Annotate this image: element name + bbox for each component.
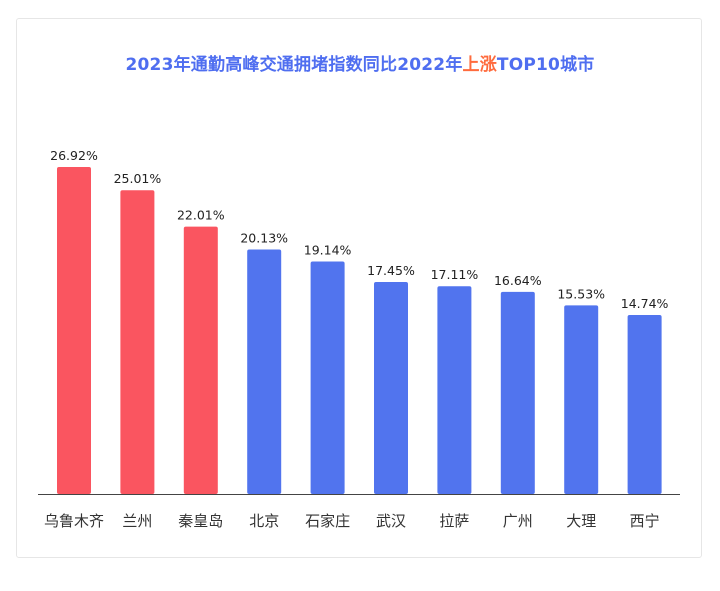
value-label-7: 16.64% (494, 273, 542, 288)
category-label-1: 兰州 (122, 512, 152, 530)
value-label-3: 20.13% (240, 231, 288, 246)
bar-9 (627, 315, 662, 494)
value-label-0: 26.92% (50, 148, 98, 163)
category-label-2: 秦皇岛 (178, 512, 223, 530)
category-label-6: 拉萨 (439, 512, 469, 530)
value-label-9: 14.74% (621, 296, 669, 311)
value-label-4: 19.14% (304, 243, 352, 258)
category-label-0: 乌鲁木齐 (44, 512, 104, 530)
bar-4 (310, 261, 345, 494)
bar-8 (564, 305, 599, 494)
title-highlight: 上涨 (462, 55, 497, 75)
value-label-6: 17.11% (431, 267, 479, 282)
bar-6 (437, 286, 472, 494)
chart-title: 2023年通勤高峰交通拥堵指数同比2022年上涨TOP10城市 (0, 50, 720, 75)
category-label-9: 西宁 (630, 512, 660, 530)
bar-0 (57, 167, 91, 494)
category-label-7: 广州 (503, 512, 533, 530)
value-label-1: 25.01% (114, 171, 162, 186)
value-label-2: 22.01% (177, 208, 225, 223)
title-part-2: TOP10城市 (496, 55, 595, 75)
bar-3 (247, 249, 282, 494)
title-part-1: 2023年通勤高峰交通拥堵指数同比2022年 (125, 55, 463, 75)
bar-1 (120, 190, 155, 494)
bar-7 (500, 291, 535, 494)
category-label-4: 石家庄 (305, 512, 350, 530)
value-label-5: 17.45% (367, 263, 415, 278)
value-label-8: 15.53% (557, 286, 605, 301)
category-label-8: 大理 (566, 512, 596, 530)
bar-5 (374, 282, 408, 494)
bar-2 (183, 226, 218, 494)
category-label-5: 武汉 (376, 512, 406, 530)
category-label-3: 北京 (249, 512, 279, 530)
